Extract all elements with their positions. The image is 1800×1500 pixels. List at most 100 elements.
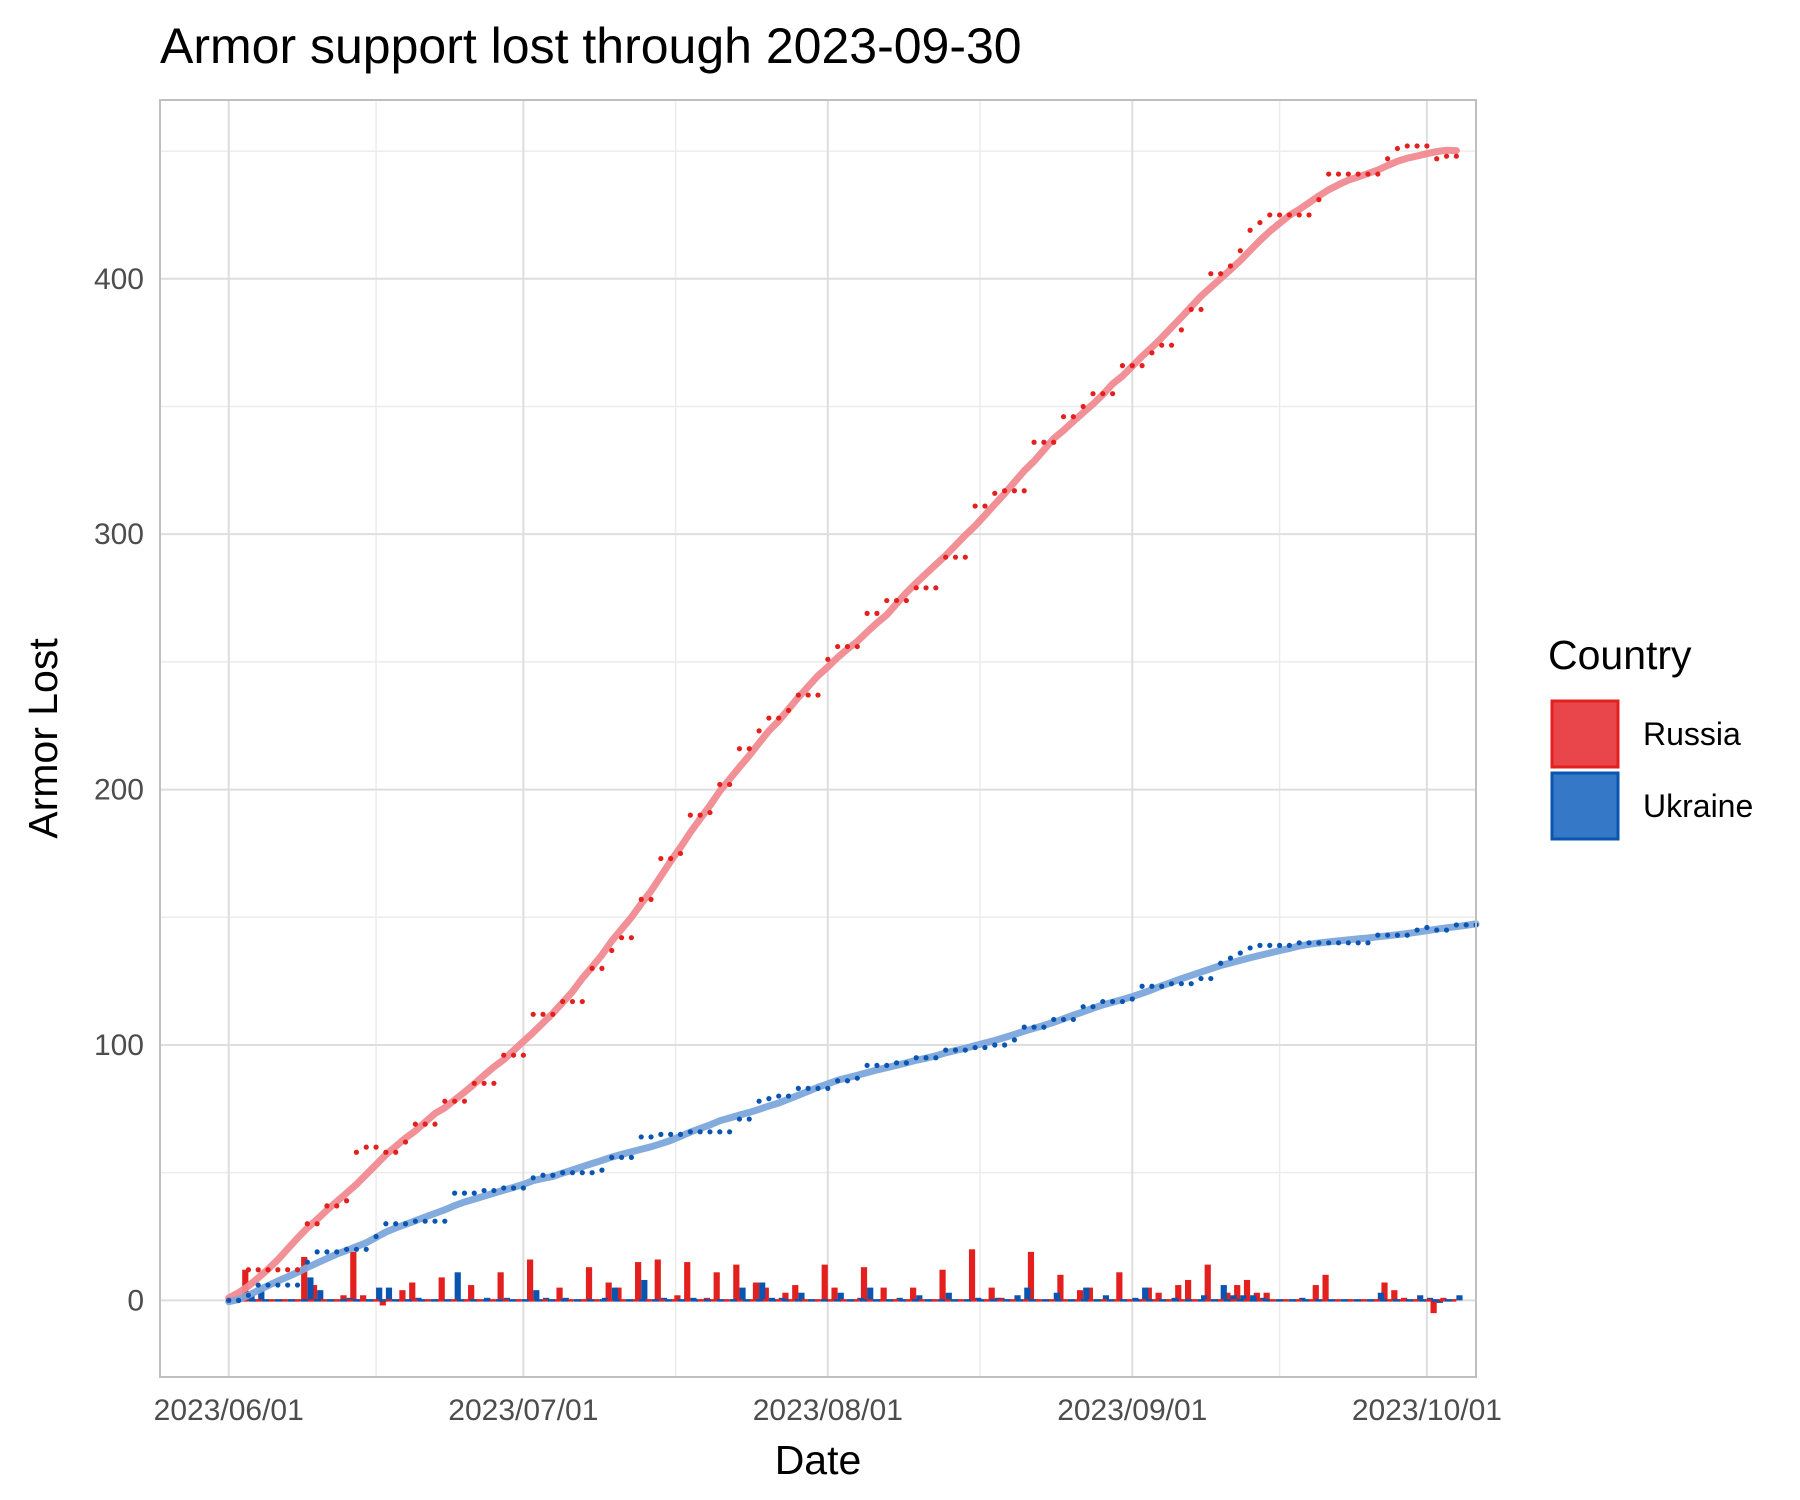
legend-title: Country xyxy=(1548,632,1692,678)
daily-bar-ukraine xyxy=(1230,1295,1237,1301)
point-russia xyxy=(628,935,635,941)
point-ukraine xyxy=(294,1282,301,1288)
point-ukraine xyxy=(589,1170,595,1176)
point-ukraine xyxy=(1149,983,1155,989)
point-russia xyxy=(363,1144,369,1150)
x-tick-label: 2023/08/01 xyxy=(753,1394,903,1427)
daily-bar-ukraine xyxy=(690,1297,697,1301)
daily-bar-ukraine xyxy=(1417,1295,1424,1301)
point-ukraine xyxy=(245,1292,251,1298)
point-russia xyxy=(913,585,919,591)
point-russia xyxy=(1443,153,1450,159)
x-tick-label: 2023/09/01 xyxy=(1057,1394,1207,1427)
point-russia xyxy=(982,503,988,509)
point-ukraine xyxy=(1021,1024,1027,1030)
point-ukraine xyxy=(1139,983,1145,989)
point-russia xyxy=(697,812,703,818)
point-ukraine xyxy=(972,1044,978,1051)
daily-bar-ukraine xyxy=(798,1292,805,1301)
point-russia xyxy=(1178,327,1184,333)
daily-bar-russia xyxy=(1440,1297,1447,1301)
point-russia xyxy=(471,1080,477,1086)
point-russia xyxy=(1168,342,1175,348)
point-russia xyxy=(1080,403,1086,410)
daily-bar-russia xyxy=(340,1295,347,1301)
daily-bar-russia xyxy=(379,1300,386,1306)
daily-bar-russia xyxy=(556,1287,563,1301)
point-ukraine xyxy=(805,1085,811,1091)
point-ukraine xyxy=(638,1134,644,1140)
point-ukraine xyxy=(1178,981,1184,987)
point-ukraine xyxy=(1247,945,1253,951)
daily-bar-russia xyxy=(752,1282,760,1301)
point-ukraine xyxy=(1335,940,1342,946)
point-ukraine xyxy=(275,1282,281,1288)
daily-bar-russia xyxy=(468,1285,475,1301)
daily-bar-russia xyxy=(399,1290,406,1301)
legend-key-ukraine xyxy=(1550,771,1620,841)
point-ukraine xyxy=(1276,942,1283,948)
point-ukraine xyxy=(412,1218,418,1224)
point-ukraine xyxy=(825,1085,831,1091)
daily-bar-russia xyxy=(1224,1292,1231,1301)
point-russia xyxy=(648,896,654,903)
point-ukraine xyxy=(1414,927,1420,933)
point-ukraine xyxy=(776,1093,782,1099)
y-axis-title: Armor Lost xyxy=(20,638,66,839)
daily-bar-ukraine xyxy=(1250,1295,1257,1301)
daily-bar-russia xyxy=(1322,1274,1329,1301)
point-russia xyxy=(1306,212,1312,218)
daily-bar-ukraine xyxy=(768,1297,776,1301)
daily-bar-russia xyxy=(1430,1300,1437,1314)
chart-title: Armor support lost through 2023-09-30 xyxy=(160,18,1022,74)
point-russia xyxy=(422,1121,428,1127)
point-ukraine xyxy=(1208,975,1214,982)
point-russia xyxy=(1335,171,1342,177)
daily-bar-russia xyxy=(860,1267,868,1301)
point-russia xyxy=(884,597,890,604)
cumulative-points xyxy=(226,143,1479,1303)
point-russia xyxy=(707,809,713,816)
point-russia xyxy=(393,1149,399,1155)
daily-bar-ukraine xyxy=(1377,1292,1384,1301)
point-ukraine xyxy=(687,1129,693,1135)
point-russia xyxy=(481,1080,487,1086)
point-russia xyxy=(1188,306,1194,313)
point-russia xyxy=(1129,363,1135,369)
daily-bar-ukraine xyxy=(346,1297,353,1301)
point-russia xyxy=(255,1267,261,1273)
daily-bar-russia xyxy=(713,1272,720,1301)
daily-bar-russia xyxy=(968,1249,976,1301)
point-ukraine xyxy=(1110,998,1116,1005)
daily-bar-ukraine xyxy=(1053,1292,1060,1301)
daily-bar-russia xyxy=(654,1259,661,1301)
point-ukraine xyxy=(1188,981,1194,987)
point-russia xyxy=(1385,156,1391,162)
point-russia xyxy=(1365,171,1371,177)
daily-bar-russia xyxy=(1155,1292,1162,1301)
point-ukraine xyxy=(1267,942,1273,948)
point-ukraine xyxy=(1090,1004,1096,1010)
point-ukraine xyxy=(383,1221,389,1227)
point-ukraine xyxy=(1434,927,1440,933)
point-ukraine xyxy=(736,1116,743,1122)
point-ukraine xyxy=(265,1282,271,1288)
point-ukraine xyxy=(668,1131,674,1137)
point-russia xyxy=(1326,171,1332,177)
point-ukraine xyxy=(422,1218,428,1224)
point-russia xyxy=(383,1149,389,1155)
point-ukraine xyxy=(1060,1016,1067,1023)
point-russia xyxy=(550,1011,556,1017)
point-ukraine xyxy=(1051,1016,1057,1023)
point-ukraine xyxy=(884,1062,890,1069)
point-russia xyxy=(501,1052,507,1058)
daily-bar-russia xyxy=(1391,1290,1398,1301)
point-ukraine xyxy=(1453,922,1459,928)
point-ukraine xyxy=(235,1297,242,1303)
point-russia xyxy=(815,692,821,698)
daily-bar-ukraine xyxy=(1024,1287,1031,1301)
point-ukraine xyxy=(893,1060,900,1066)
point-russia xyxy=(776,715,782,721)
point-russia xyxy=(294,1267,301,1273)
y-tick-label: 100 xyxy=(94,1029,144,1062)
